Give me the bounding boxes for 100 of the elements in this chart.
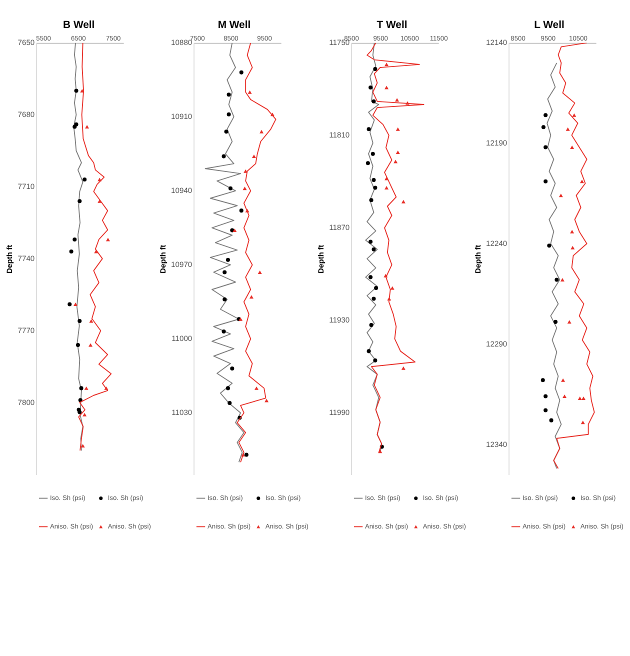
point [368, 240, 373, 244]
point [372, 99, 376, 104]
point [567, 320, 572, 324]
point [264, 398, 269, 402]
line-series [366, 42, 424, 454]
point [228, 400, 232, 405]
point [69, 249, 74, 254]
point [85, 125, 90, 129]
point [370, 152, 375, 156]
point [580, 180, 584, 184]
point [226, 112, 231, 116]
point [242, 186, 247, 190]
y-tick-label: 11990 [329, 408, 350, 418]
point [98, 199, 102, 203]
line-series [236, 42, 276, 463]
point [570, 230, 574, 234]
point [387, 297, 392, 301]
point [368, 275, 373, 280]
y-axis-title: Depth ft [473, 244, 482, 274]
y-axis-title: Depth ft [158, 244, 168, 274]
point [232, 228, 237, 232]
point [239, 208, 244, 213]
y-tick-label: 11030 [172, 408, 192, 418]
point [252, 154, 256, 158]
point [396, 150, 400, 154]
y-tick-label: 11870 [329, 223, 350, 232]
y-tick-label: 7770 [18, 326, 35, 335]
point [395, 98, 400, 102]
point [578, 396, 582, 400]
point [270, 112, 274, 116]
point [244, 169, 248, 173]
point [74, 88, 78, 93]
point [78, 410, 82, 414]
point [394, 160, 398, 164]
y-tick-label: 10910 [171, 112, 192, 122]
point [366, 127, 371, 132]
y-tick-label: 10970 [171, 260, 192, 270]
point [222, 154, 226, 158]
point [104, 386, 108, 390]
point [544, 113, 548, 118]
point [72, 237, 77, 242]
point [372, 178, 376, 182]
point [80, 89, 84, 93]
point [78, 199, 82, 204]
point [374, 286, 378, 290]
point [544, 408, 548, 412]
y-tick-label: 12340 [486, 440, 508, 449]
point [396, 127, 400, 131]
point [554, 278, 559, 282]
y-tick-label: 12290 [486, 339, 508, 348]
point [558, 194, 563, 198]
point [561, 378, 566, 382]
point [68, 302, 72, 306]
point [78, 319, 82, 324]
point [224, 130, 228, 134]
point [222, 329, 226, 334]
point [80, 444, 85, 448]
point [254, 386, 259, 390]
point [366, 161, 370, 166]
point [226, 92, 231, 97]
point [76, 343, 80, 348]
point [572, 113, 576, 117]
point [580, 420, 585, 424]
point [248, 90, 252, 94]
point [84, 386, 88, 390]
point [79, 386, 84, 390]
y-tick-label: 11810 [329, 130, 350, 140]
point [258, 270, 262, 274]
point [245, 208, 250, 212]
y-tick-label: 10880 [171, 38, 192, 48]
point [384, 186, 389, 190]
point [541, 125, 546, 130]
point [241, 453, 246, 457]
point [373, 358, 378, 362]
y-tick-label: 7710 [18, 182, 35, 192]
y-tick-label: 12240 [486, 238, 508, 248]
point [401, 366, 406, 370]
point [384, 274, 388, 278]
point [239, 70, 244, 74]
chart-title: T Well [376, 20, 408, 32]
y-tick-label: 7650 [18, 38, 35, 48]
point [222, 297, 227, 302]
point [366, 349, 371, 354]
point [82, 178, 87, 182]
point [74, 122, 78, 126]
point [540, 378, 545, 382]
y-tick-label: 7740 [18, 254, 35, 264]
point [553, 320, 558, 324]
point [369, 198, 374, 202]
point [566, 127, 570, 131]
y-tick-label: 11930 [329, 316, 350, 325]
point [384, 62, 389, 66]
point [544, 145, 548, 150]
chart-title: L Well [534, 20, 564, 32]
point [373, 186, 378, 190]
point [570, 145, 574, 149]
point [549, 418, 554, 422]
point [228, 186, 232, 190]
chart-title: B Well [63, 20, 95, 32]
point [401, 200, 406, 204]
